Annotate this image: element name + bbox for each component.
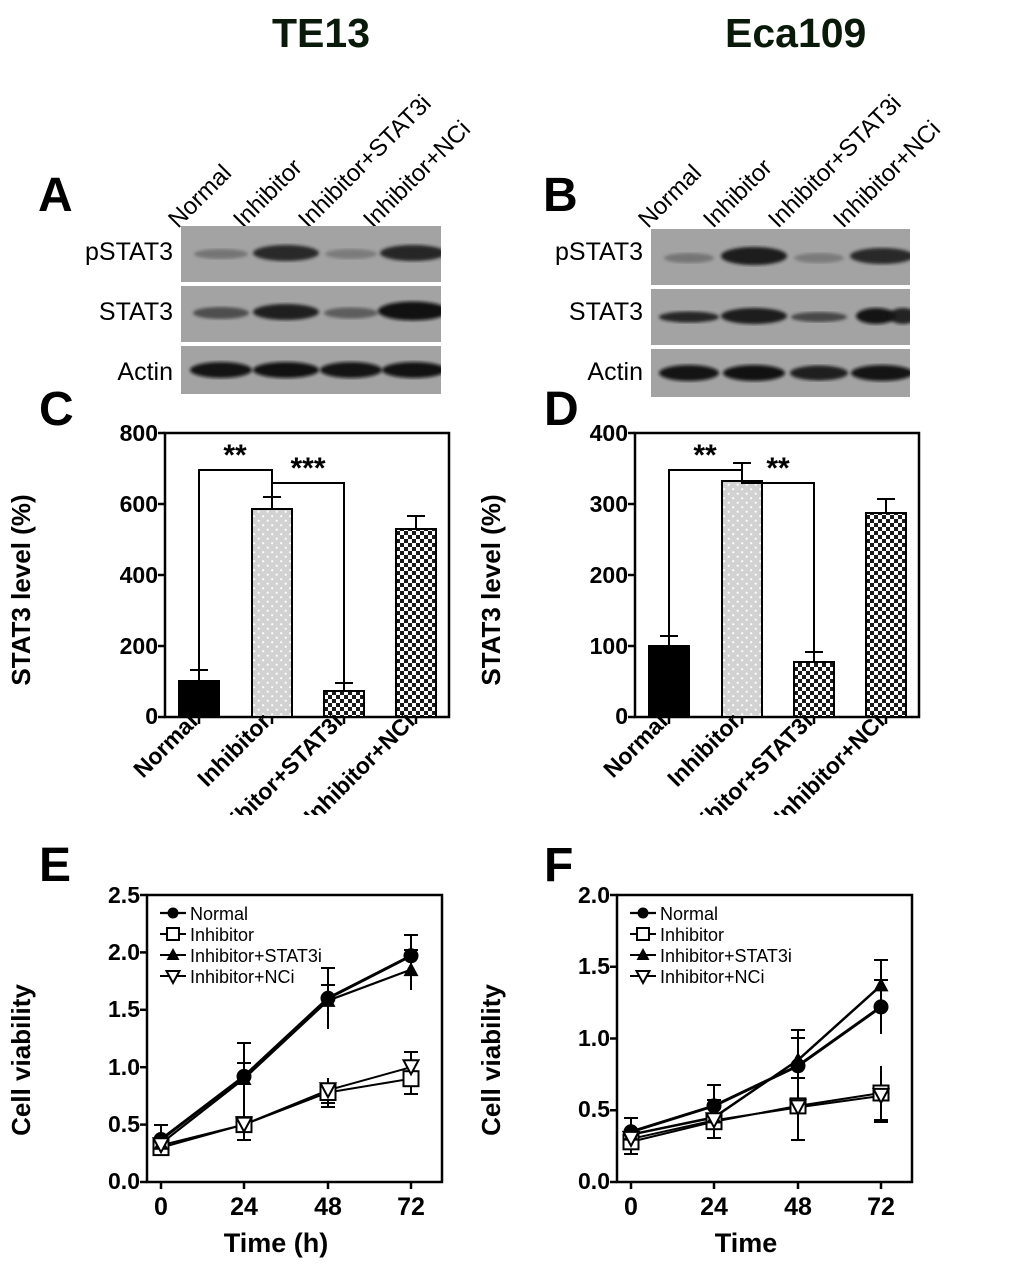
svg-text:600: 600 [120, 491, 158, 517]
svg-text:0.0: 0.0 [578, 1168, 610, 1194]
svg-text:200: 200 [120, 633, 158, 659]
svg-text:0.5: 0.5 [108, 1111, 140, 1137]
svg-text:Cell viability: Cell viability [476, 984, 506, 1136]
svg-text:24: 24 [230, 1193, 258, 1221]
svg-text:STAT3 level (%): STAT3 level (%) [6, 494, 36, 685]
svg-text:Time: Time [715, 1228, 778, 1258]
svg-text:1.0: 1.0 [108, 1054, 140, 1080]
svg-text:Normal: Normal [128, 708, 202, 782]
svg-text:1.5: 1.5 [578, 953, 610, 979]
svg-text:Normal: Normal [660, 904, 718, 924]
svg-text:Inhibitor+STAT3i: Inhibitor+STAT3i [660, 946, 792, 966]
svg-text:Inhibitor: Inhibitor [660, 925, 724, 945]
svg-text:72: 72 [867, 1193, 895, 1221]
svg-text:24: 24 [700, 1193, 728, 1221]
svg-text:48: 48 [314, 1193, 342, 1221]
svg-text:Inhibitor: Inhibitor [190, 925, 254, 945]
svg-text:400: 400 [120, 562, 158, 588]
svg-text:0.0: 0.0 [108, 1168, 140, 1194]
svg-text:100: 100 [590, 633, 628, 659]
svg-text:**: ** [693, 439, 717, 472]
svg-text:1.0: 1.0 [578, 1025, 610, 1051]
svg-text:Inhibitor+NCi: Inhibitor+NCi [190, 967, 295, 987]
svg-text:Inhibitor+NCi: Inhibitor+NCi [660, 967, 765, 987]
svg-text:2.5: 2.5 [108, 882, 140, 908]
svg-text:400: 400 [590, 420, 628, 446]
svg-text:Time (h): Time (h) [224, 1228, 329, 1258]
svg-text:Inhibitor+STAT3i: Inhibitor+STAT3i [190, 946, 322, 966]
svg-text:STAT3 level (%): STAT3 level (%) [476, 494, 506, 685]
svg-text:Cell viability: Cell viability [6, 984, 36, 1136]
svg-text:0: 0 [154, 1193, 168, 1221]
svg-text:Normal: Normal [598, 708, 672, 782]
svg-text:0: 0 [145, 703, 158, 729]
svg-text:Normal: Normal [190, 904, 248, 924]
svg-text:48: 48 [784, 1193, 812, 1221]
svg-text:2.0: 2.0 [108, 939, 140, 965]
svg-text:1.5: 1.5 [108, 996, 140, 1022]
svg-text:0: 0 [615, 703, 628, 729]
svg-text:800: 800 [120, 420, 158, 446]
svg-text:0.5: 0.5 [578, 1096, 610, 1122]
svg-text:200: 200 [590, 562, 628, 588]
svg-text:**: ** [223, 439, 247, 472]
svg-text:300: 300 [590, 491, 628, 517]
svg-text:**: ** [766, 452, 790, 485]
svg-text:72: 72 [397, 1193, 425, 1221]
svg-text:***: *** [290, 452, 325, 485]
svg-text:0: 0 [624, 1193, 638, 1221]
svg-text:2.0: 2.0 [578, 882, 610, 908]
